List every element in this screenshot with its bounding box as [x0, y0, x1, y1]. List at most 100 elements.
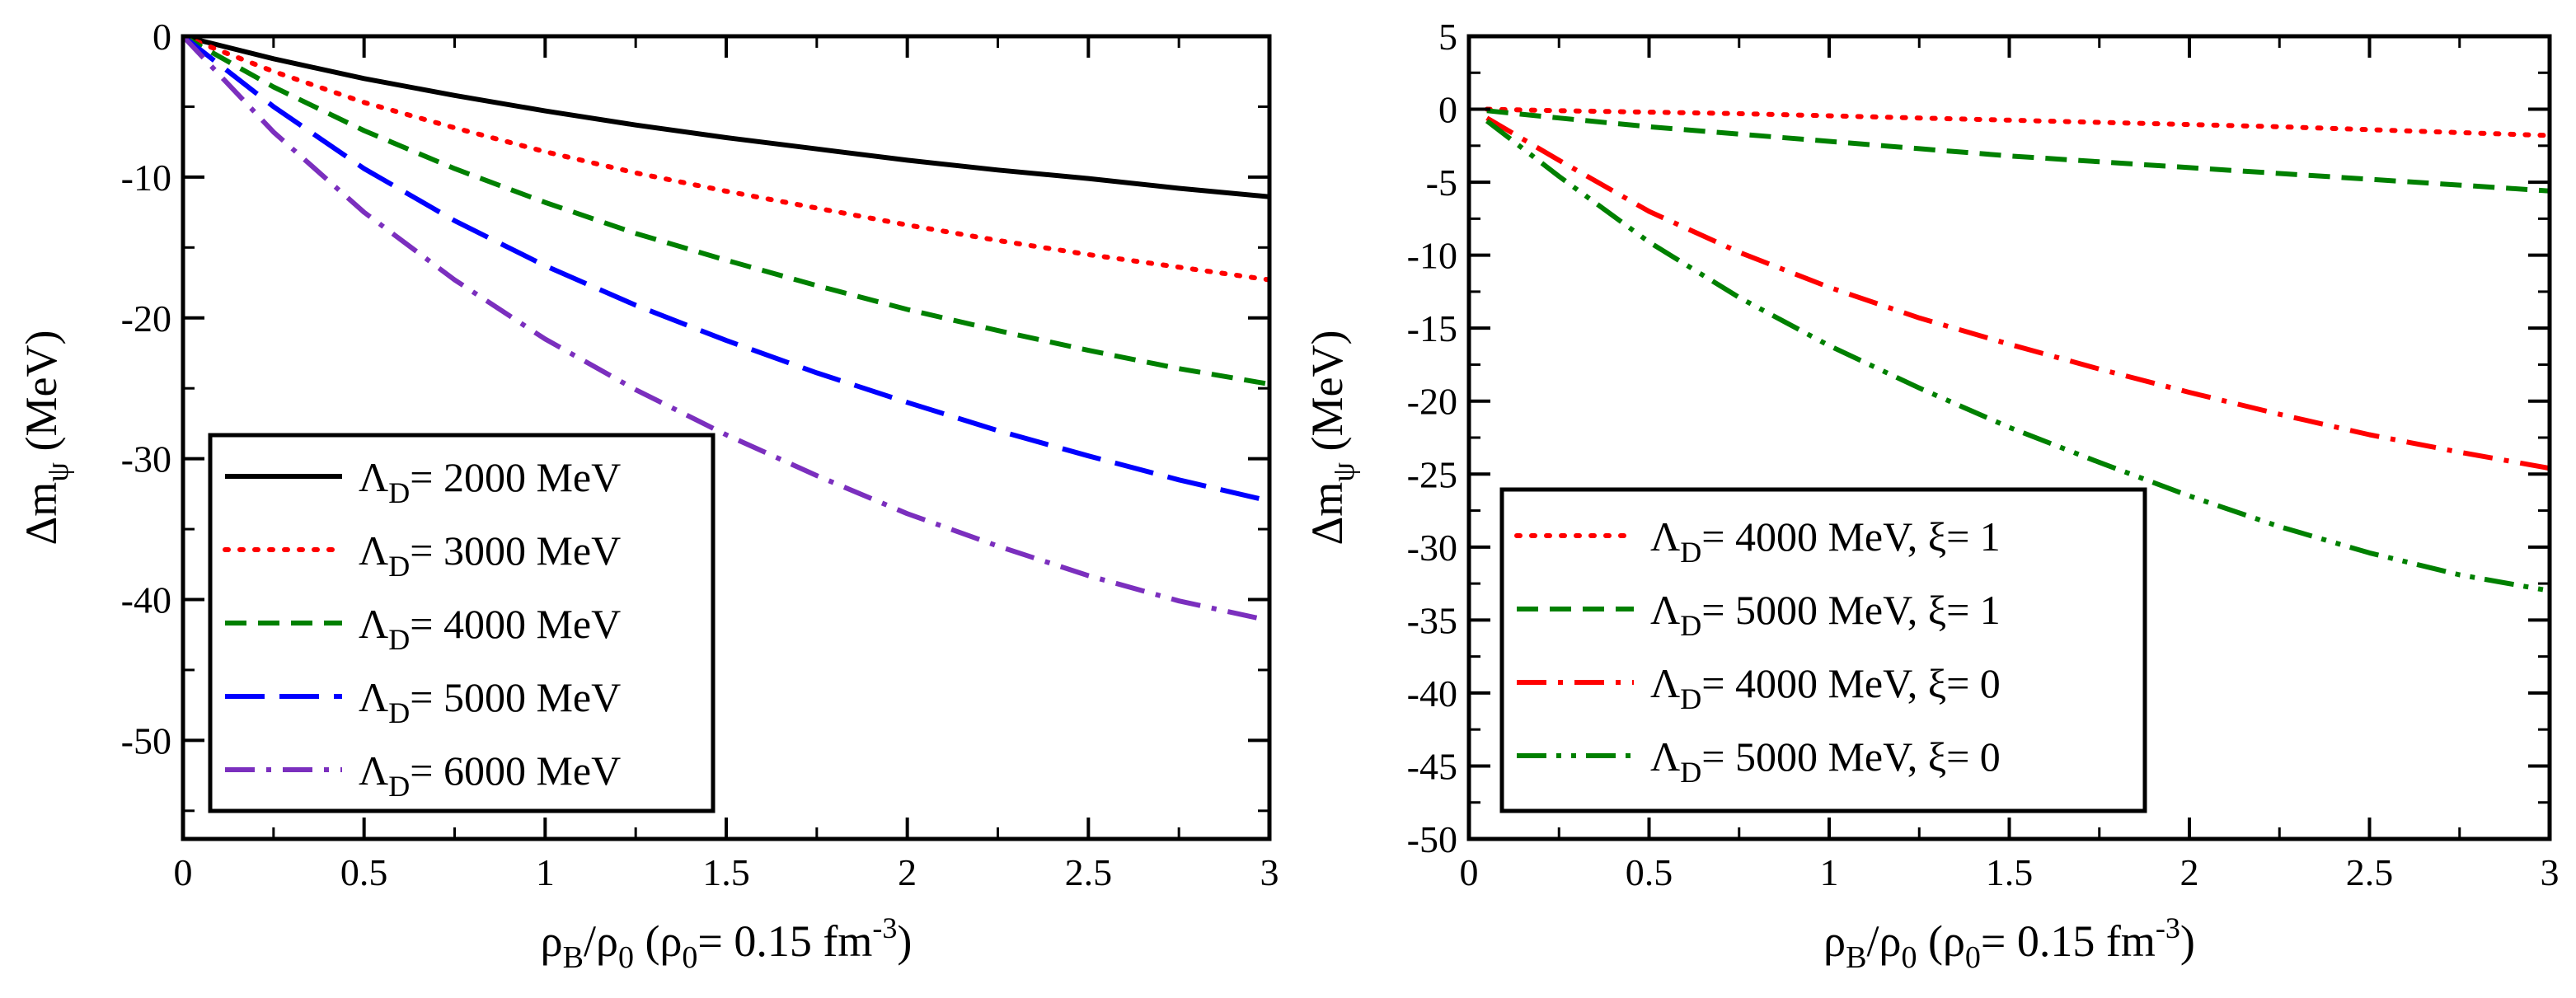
x-label-sup: -3: [872, 911, 897, 944]
series-group: [183, 36, 1269, 624]
x-label-sub-0: 0: [618, 940, 634, 975]
y-tick-label: -40: [1407, 672, 1457, 715]
legend-lambda: Λ: [1650, 660, 1680, 706]
legend-sub: D: [388, 476, 410, 509]
x-label-density: = 0.15 fm: [697, 916, 872, 966]
series-line-1: [1484, 106, 2550, 138]
y-tick-label: -40: [121, 579, 171, 621]
legend-lambda: Λ: [359, 601, 388, 647]
y-tick-label: -15: [1407, 307, 1457, 349]
legend-lambda: Λ: [1650, 587, 1680, 633]
legend-lambda: Λ: [1650, 733, 1680, 780]
x-tick-label: 3: [1260, 851, 1279, 893]
plot-frame: [181, 34, 1272, 841]
legend-sub: D: [1680, 756, 1701, 789]
legend-rest: = 5000 MeV: [410, 674, 621, 720]
x-tick-label: 0: [174, 851, 193, 893]
x-label-sup: -3: [2156, 911, 2180, 944]
x-tick-label: 1.5: [1986, 851, 2034, 893]
x-label-sub-b: B: [1846, 940, 1866, 975]
legend-label-4: ΛD= 5000 MeV, ξ= 0: [1650, 733, 2001, 789]
series-line-4: [1485, 119, 2550, 593]
y-label-main: Δm: [16, 482, 66, 546]
series-group: [1484, 106, 2550, 593]
legend-label-2: ΛD= 3000 MeV: [359, 527, 621, 583]
x-tick-label: 2: [898, 851, 917, 893]
x-tick-label: 1: [1820, 851, 1839, 893]
x-axis-label: ρB/ρ0 (ρ0= 0.15 fm-3): [541, 911, 913, 975]
x-tick-label: 0: [1460, 851, 1479, 893]
x-label-rho3: ρ: [659, 916, 682, 966]
y-tick-label: -10: [1407, 235, 1457, 277]
legend-label-3: ΛD= 4000 MeV, ξ= 0: [1650, 660, 2001, 715]
x-label-sub-0: 0: [1901, 940, 1917, 975]
legend: ΛD= 4000 MeV, ξ= 1ΛD= 5000 MeV, ξ= 1ΛD= …: [1499, 487, 2147, 813]
y-tick-label: -30: [1407, 527, 1457, 569]
y-label-sub: ψ: [40, 462, 75, 482]
x-label-rho: ρ: [541, 916, 563, 966]
x-label-slash: /: [1866, 916, 1879, 966]
x-label-sub-0b: 0: [1965, 940, 1981, 975]
series-line-5: [183, 36, 1269, 624]
legend-sub: D: [388, 550, 410, 583]
legend-lambda: Λ: [359, 527, 388, 574]
y-tick-label: -20: [121, 298, 171, 340]
series-line-3: [183, 36, 1269, 387]
legend-rest: = 4000 MeV, ξ= 1: [1701, 513, 2001, 560]
x-tick-label: 2: [2180, 851, 2199, 893]
y-tick-label: -50: [1407, 818, 1457, 860]
y-axis-label: Δmψ (MeV): [1302, 330, 1361, 546]
y-tick-label: 0: [1438, 89, 1457, 131]
series-line-3: [1485, 115, 2550, 471]
y-label-main: Δm: [1302, 482, 1352, 546]
x-tick-label: 2.5: [2346, 851, 2394, 893]
x-label-slash: /: [584, 916, 596, 966]
y-label-unit: (MeV): [16, 330, 66, 462]
y-tick-label: -25: [1407, 453, 1457, 495]
y-tick-label: -50: [121, 719, 171, 761]
legend-rest: = 2000 MeV: [410, 454, 621, 500]
x-tick-label: 3: [2541, 851, 2560, 893]
legend-rest: = 5000 MeV, ξ= 0: [1701, 733, 2001, 780]
legend-rest: = 6000 MeV: [410, 747, 621, 794]
legend-sub: D: [388, 623, 410, 656]
x-label-rho2: ρ: [1879, 916, 1902, 966]
x-tick-label: 0.5: [1626, 851, 1673, 893]
legend-lambda: Λ: [359, 454, 388, 500]
legend-label-3: ΛD= 4000 MeV: [359, 601, 621, 656]
legend-lambda: Λ: [1650, 513, 1680, 560]
x-label-rho3: ρ: [1943, 916, 1965, 966]
legend-label-1: ΛD= 2000 MeV: [359, 454, 621, 509]
legend-sub: D: [1680, 609, 1701, 642]
plot-frame: [1466, 34, 2552, 841]
legend-label-1: ΛD= 4000 MeV, ξ= 1: [1650, 513, 2001, 569]
x-label-rho: ρ: [1823, 916, 1846, 966]
legend-sub: D: [388, 696, 410, 729]
legend-label-4: ΛD= 5000 MeV: [359, 674, 621, 729]
x-label-density: = 0.15 fm: [1981, 916, 2156, 966]
x-tick-label: 1: [536, 851, 555, 893]
x-label-sub-0b: 0: [682, 940, 697, 975]
y-label-sub: ψ: [1326, 462, 1361, 482]
series-line-4: [183, 36, 1269, 504]
y-tick-label: -20: [1407, 381, 1457, 423]
x-axis-label: ρB/ρ0 (ρ0= 0.15 fm-3): [1823, 911, 2195, 975]
series-line-2: [183, 36, 1269, 283]
legend-sub: D: [1680, 682, 1701, 715]
x-label-sub-b: B: [563, 940, 584, 975]
x-label-close: ): [897, 916, 912, 966]
legend-rest: = 5000 MeV, ξ= 1: [1701, 587, 2001, 633]
y-label-unit: (MeV): [1302, 330, 1352, 462]
x-label-open: (: [1917, 916, 1942, 966]
y-tick-label: -45: [1407, 745, 1457, 787]
y-tick-label: 0: [152, 16, 171, 58]
x-tick-label: 1.5: [702, 851, 750, 893]
series-line-1: [183, 36, 1269, 199]
x-tick-label: 0.5: [340, 851, 388, 893]
legend-lambda: Λ: [359, 747, 388, 794]
legend-label-2: ΛD= 5000 MeV, ξ= 1: [1650, 587, 2001, 642]
y-tick-label: -35: [1407, 599, 1457, 641]
